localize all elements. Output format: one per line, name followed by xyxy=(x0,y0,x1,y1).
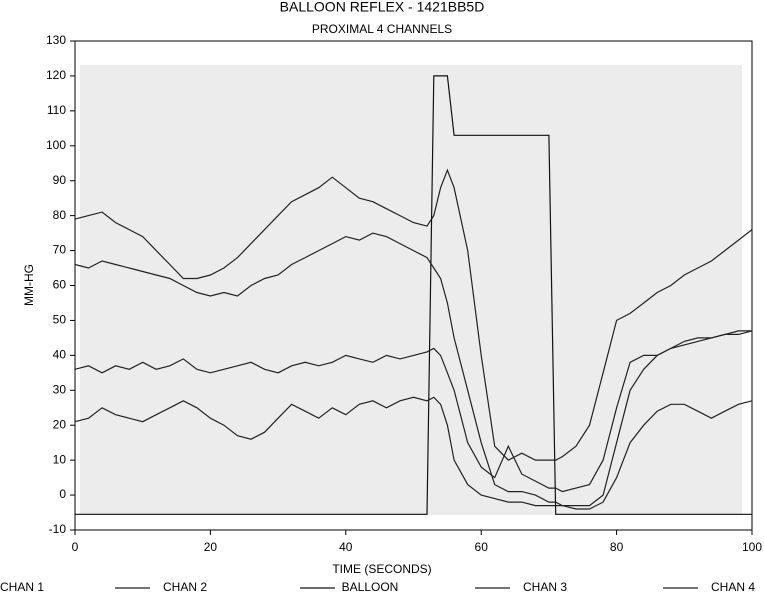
chart-subtitle: PROXIMAL 4 CHANNELS xyxy=(312,22,452,36)
y-tick-label: 130 xyxy=(46,33,66,47)
y-tick-label: 90 xyxy=(53,173,67,187)
y-tick-label: 80 xyxy=(53,208,67,222)
x-tick-label: 0 xyxy=(72,540,79,554)
legend-label: CHAN 3 xyxy=(523,580,567,593)
x-tick-label: 40 xyxy=(339,540,353,554)
series-line xyxy=(74,330,752,493)
series-line xyxy=(75,75,752,515)
y-tick-label: 120 xyxy=(46,68,66,82)
legend-label: BALLOON xyxy=(342,580,399,593)
legend-label: CHAN 4 xyxy=(711,580,755,593)
y-tick-label: 0 xyxy=(59,487,66,501)
x-axis-label: TIME (SECONDS) xyxy=(332,562,431,576)
y-tick-label: 20 xyxy=(53,417,67,431)
legend-label: CHAN 1 xyxy=(0,580,44,593)
x-tick-label: 80 xyxy=(610,540,624,554)
x-tick-label: 20 xyxy=(204,540,218,554)
series-line xyxy=(74,168,753,461)
series-line xyxy=(74,396,753,510)
scanned-background xyxy=(80,65,742,515)
y-tick-label: 50 xyxy=(53,313,67,327)
y-tick-label: 110 xyxy=(47,103,66,117)
y-tick-label: 100 xyxy=(46,138,66,152)
chart-title: BALLOON REFLEX - 1421BB5D xyxy=(280,0,485,15)
y-tick-label: 10 xyxy=(53,452,67,466)
legend-label: CHAN 2 xyxy=(163,580,207,593)
y-tick-label: -10 xyxy=(49,522,67,536)
y-tick-label: 60 xyxy=(53,278,67,292)
x-tick-label: 100 xyxy=(742,540,762,554)
y-tick-label: 30 xyxy=(53,382,67,396)
y-axis-label: MM-HG xyxy=(22,264,36,306)
y-tick-label: 70 xyxy=(53,243,67,257)
x-tick-label: 60 xyxy=(475,540,489,554)
y-tick-label: 40 xyxy=(53,348,67,362)
